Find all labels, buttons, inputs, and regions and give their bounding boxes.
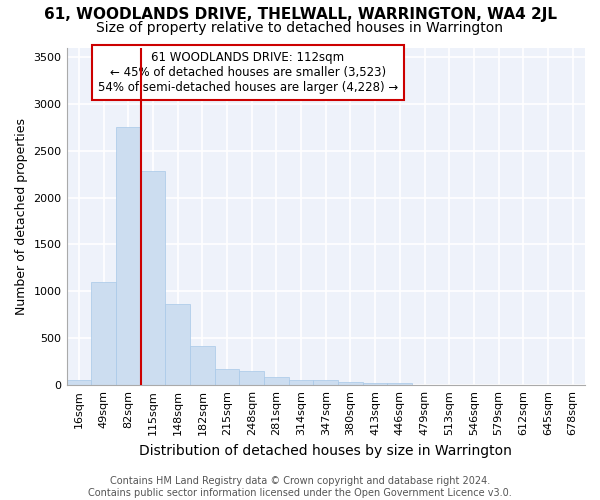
- Y-axis label: Number of detached properties: Number of detached properties: [15, 118, 28, 315]
- Bar: [388, 384, 412, 385]
- Bar: [289, 380, 313, 385]
- Bar: [190, 346, 215, 385]
- Bar: [116, 127, 140, 385]
- Bar: [140, 172, 165, 385]
- Bar: [67, 380, 91, 385]
- Bar: [338, 382, 363, 385]
- Bar: [239, 370, 264, 385]
- Bar: [264, 376, 289, 385]
- Bar: [91, 282, 116, 385]
- Bar: [363, 383, 388, 385]
- Text: Contains HM Land Registry data © Crown copyright and database right 2024.
Contai: Contains HM Land Registry data © Crown c…: [88, 476, 512, 498]
- Bar: [313, 380, 338, 385]
- Text: 61 WOODLANDS DRIVE: 112sqm
← 45% of detached houses are smaller (3,523)
54% of s: 61 WOODLANDS DRIVE: 112sqm ← 45% of deta…: [98, 51, 398, 94]
- Text: Size of property relative to detached houses in Warrington: Size of property relative to detached ho…: [97, 21, 503, 35]
- X-axis label: Distribution of detached houses by size in Warrington: Distribution of detached houses by size …: [139, 444, 512, 458]
- Bar: [215, 369, 239, 385]
- Bar: [165, 304, 190, 385]
- Text: 61, WOODLANDS DRIVE, THELWALL, WARRINGTON, WA4 2JL: 61, WOODLANDS DRIVE, THELWALL, WARRINGTO…: [44, 8, 557, 22]
